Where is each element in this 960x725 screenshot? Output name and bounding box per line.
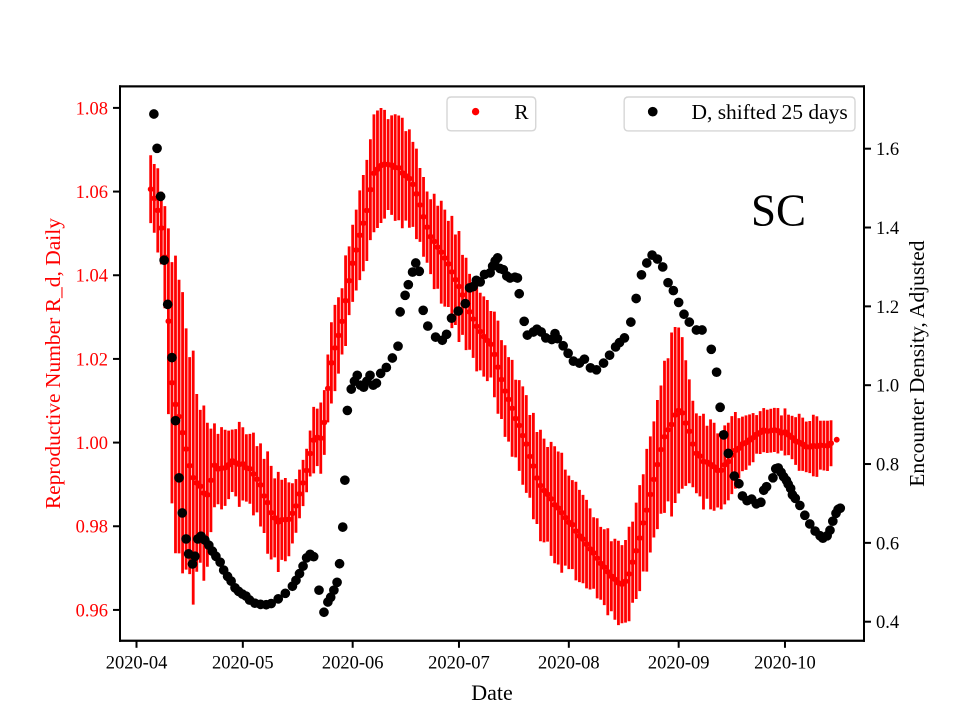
svg-text:1.6: 1.6: [876, 139, 899, 159]
svg-text:1.2: 1.2: [876, 297, 899, 317]
svg-text:0.8: 0.8: [876, 454, 899, 474]
svg-text:0.98: 0.98: [76, 517, 108, 537]
svg-text:D, shifted 25 days: D, shifted 25 days: [691, 100, 847, 124]
svg-text:1.08: 1.08: [76, 98, 108, 118]
svg-text:2020-10: 2020-10: [754, 653, 816, 673]
svg-text:Reproductive Number R_d, Daily: Reproductive Number R_d, Daily: [41, 218, 65, 509]
svg-text:2020-07: 2020-07: [428, 653, 490, 673]
svg-text:0.6: 0.6: [876, 533, 899, 553]
svg-text:2020-09: 2020-09: [648, 653, 710, 673]
svg-text:1.4: 1.4: [876, 218, 899, 238]
svg-text:R: R: [514, 100, 529, 124]
svg-text:2020-05: 2020-05: [212, 653, 274, 673]
svg-text:1.0: 1.0: [876, 376, 899, 396]
svg-text:0.96: 0.96: [76, 600, 108, 620]
svg-text:SC: SC: [751, 185, 806, 235]
svg-text:0.4: 0.4: [876, 612, 899, 632]
svg-text:1.02: 1.02: [76, 349, 108, 369]
svg-text:2020-04: 2020-04: [106, 653, 168, 673]
svg-text:Date: Date: [471, 680, 513, 705]
svg-text:1.00: 1.00: [76, 433, 108, 453]
svg-text:2020-06: 2020-06: [322, 653, 384, 673]
svg-text:1.04: 1.04: [76, 266, 108, 286]
svg-text:Encounter Density, Adjusted: Encounter Density, Adjusted: [905, 240, 929, 486]
svg-text:1.06: 1.06: [76, 182, 108, 202]
svg-text:2020-08: 2020-08: [538, 653, 600, 673]
